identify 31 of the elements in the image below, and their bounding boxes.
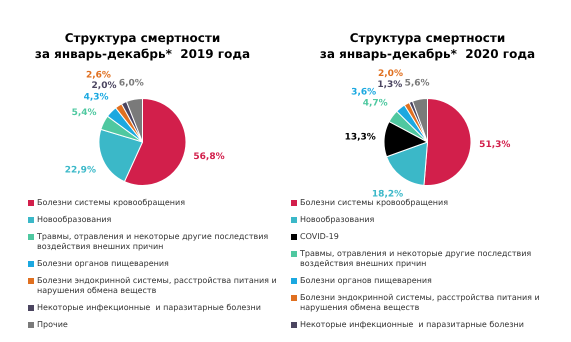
legend-label: Болезни эндокринной системы, расстройства питания и нарушения обмена веществ: [37, 276, 278, 296]
data-label: 5,6%: [404, 78, 430, 89]
legend-label: Травмы, отравления и некоторые другие последствия воздействия внешних причин: [37, 232, 270, 252]
legend-label: Болезни системы кровообращения: [300, 198, 448, 208]
legend-label: Болезни органов пищеварения: [300, 276, 432, 286]
legend-label: Новообразования: [37, 215, 112, 225]
data-label: 5,4%: [72, 108, 97, 118]
legend-label: Некоторые инфекционные и паразитарные болезни: [37, 303, 261, 313]
data-label: 6,0%: [118, 78, 144, 89]
data-label: 18,2%: [372, 190, 404, 200]
legend-label: Новообразования: [300, 215, 374, 225]
legend-label: Прочие: [37, 320, 68, 330]
data-label: 51,3%: [479, 140, 510, 150]
data-label: 1,3%: [377, 80, 402, 90]
chart-title: Структура смертности за январь-декабрь* 2020 года: [318, 30, 536, 62]
legend-label: Болезни системы кровообращения: [37, 198, 186, 208]
legend-label: COVID-19: [300, 232, 339, 242]
legend-label: Болезни органов пищеварения: [37, 259, 169, 269]
data-label: 4,7%: [362, 98, 388, 109]
data-label: 22,9%: [64, 165, 96, 176]
data-label: 2,0%: [378, 69, 403, 80]
data-label: 13,3%: [344, 132, 376, 142]
data-label: 56,8%: [193, 152, 225, 162]
chart-title: Структура смертности за январь-декабрь* 2019 года: [34, 30, 252, 62]
legend-label: Некоторые инфекционные и паразитарные болезни: [300, 320, 524, 330]
data-label: 4,3%: [84, 92, 109, 102]
legend-label: Травмы, отравления и некоторые другие последствия воздействия внешних причин: [300, 249, 532, 269]
data-label: 2,0%: [92, 81, 116, 92]
legend-label: Болезни эндокринной системы, расстройства питания и нарушения обмена веществ: [300, 293, 541, 313]
data-label: 2,6%: [86, 70, 111, 81]
data-label: 3,6%: [351, 87, 376, 98]
